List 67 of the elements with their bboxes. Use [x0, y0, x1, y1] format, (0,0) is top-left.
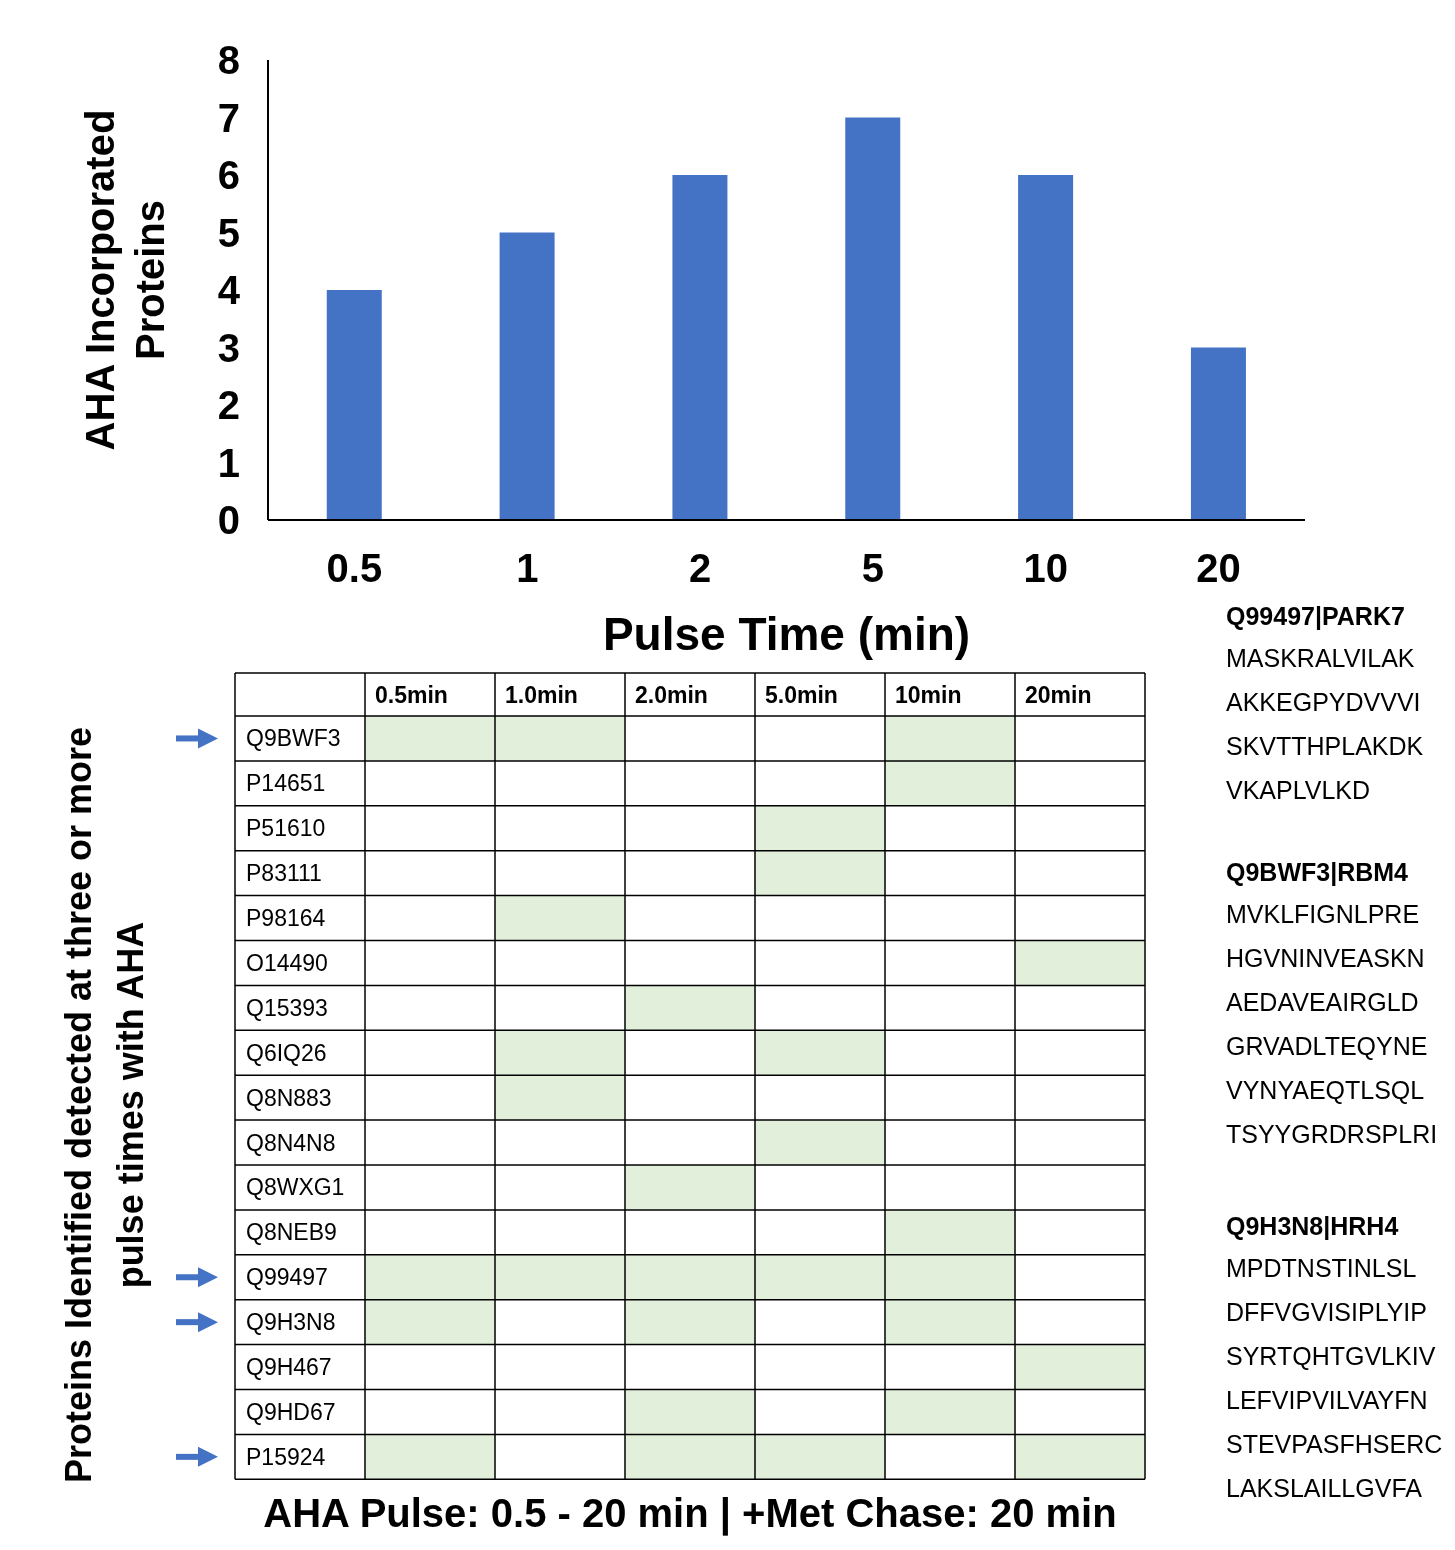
y-tick-label: 1 [217, 440, 240, 485]
y-tick-label: 7 [217, 95, 240, 140]
category-label: Q99497 [246, 1264, 328, 1291]
y-tick-label: 6 [217, 153, 240, 198]
x-tick-label: 0.5 [326, 546, 383, 591]
y-tick-label: 5 [217, 210, 240, 255]
y-tick-label: 0 [217, 498, 240, 543]
category-label: Q8N883 [246, 1084, 332, 1111]
text: SYRTQHTGVLKIV [1226, 1341, 1437, 1372]
y-tick-label: 2 [217, 383, 240, 428]
x-tick-label: 5 [861, 546, 885, 591]
text: LEFVIPVILVAYFN [1226, 1385, 1429, 1416]
x-tick-label: 2 [688, 546, 712, 591]
bar [1018, 175, 1074, 520]
text: MASKRALVILAK [1226, 643, 1416, 674]
bar [499, 232, 555, 520]
category-label: P98164 [246, 905, 326, 932]
bar [672, 175, 728, 520]
text: TSYYGRDRSPLRI [1226, 1119, 1439, 1150]
text: AEDAVEAIRGLD [1226, 987, 1420, 1018]
category-label: 20min [1025, 681, 1092, 708]
category-label: Q15393 [246, 994, 328, 1021]
text: AKKEGPYDVVVI [1226, 687, 1422, 718]
text: Q9BWF3|RBM4 [1226, 857, 1409, 888]
x-tick-label: 20 [1196, 546, 1241, 591]
text: AHA Pulse: 0.5 - 20 min | +Met Chase: 20 min [263, 1491, 1117, 1537]
text: STEVPASFHSERC [1226, 1429, 1444, 1460]
text: Q9H3N8|HRH4 [1226, 1211, 1400, 1242]
category-label: P83111 [246, 860, 322, 887]
x-axis-title: Pulse Time (min) [602, 608, 971, 660]
x-tick-label: 10 [1023, 546, 1068, 591]
text: VYNYAEQTLSQL [1226, 1075, 1426, 1106]
text: MVKLFIGNLPRE [1226, 899, 1421, 930]
category-label: Q9H467 [246, 1354, 332, 1381]
category-label: Q9H3N8 [246, 1309, 336, 1336]
x-tick-label: 1 [516, 546, 539, 591]
category-label: Q9BWF3 [246, 725, 341, 752]
y-tick-label: 3 [217, 325, 240, 370]
bar [326, 290, 382, 520]
category-label: 1.0min [505, 681, 578, 708]
text: LAKSLAILLGVFA [1226, 1473, 1423, 1504]
category-label: P15924 [246, 1443, 326, 1470]
category-label: P14651 [246, 770, 326, 797]
text: HGVNINVEASKN [1226, 943, 1426, 974]
category-label: Q8N4N8 [246, 1129, 336, 1156]
category-label: Q8NEB9 [246, 1219, 337, 1246]
category-label: Q6IQ26 [246, 1039, 327, 1066]
text: VKAPLVLKD [1226, 775, 1372, 806]
text: Proteins Identified detected at three or more pulse times with AHA [57, 725, 152, 1486]
text: GRVADLTEQYNE [1226, 1031, 1429, 1062]
category-label: Q9HD67 [246, 1398, 336, 1425]
y-axis-title: AHA Incorporated Proteins [77, 108, 173, 453]
category-label: Q8WXG1 [246, 1174, 345, 1201]
text: DFFVGVISIPLYIP [1226, 1297, 1428, 1328]
text: MPDTNSTINLSL [1226, 1253, 1418, 1284]
y-tick-label: 4 [217, 268, 241, 313]
bar [845, 117, 901, 520]
category-label: 2.0min [635, 681, 708, 708]
text: Q99497|PARK7 [1226, 601, 1406, 632]
category-label: O14490 [246, 949, 328, 976]
text: SKVTTHPLAKDK [1226, 731, 1425, 762]
category-label: 5.0min [765, 681, 838, 708]
category-label: 10min [895, 681, 962, 708]
bar [1190, 347, 1246, 520]
category-label: 0.5min [375, 681, 448, 708]
y-tick-label: 8 [217, 38, 240, 83]
category-label: P51610 [246, 815, 326, 842]
